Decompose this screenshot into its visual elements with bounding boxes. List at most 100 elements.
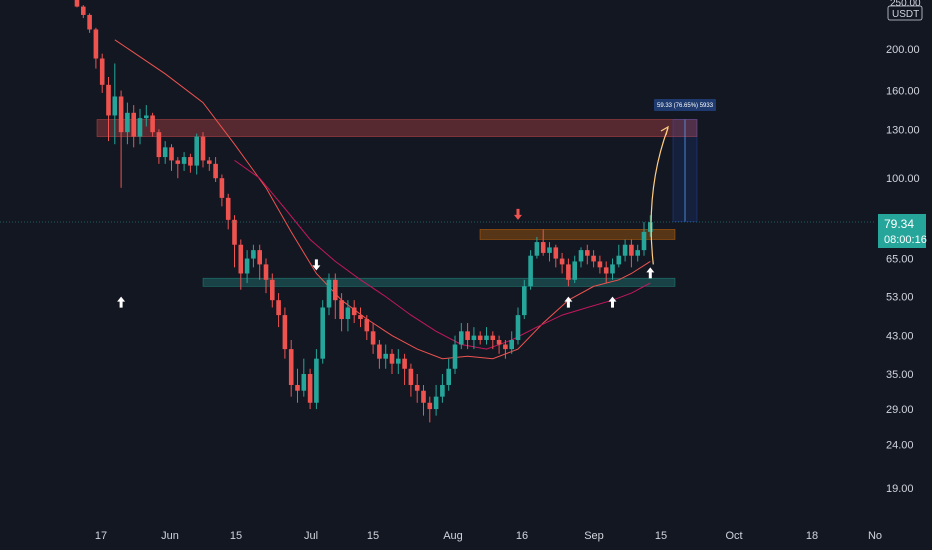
candle-body: [307, 374, 313, 403]
candle-body: [591, 255, 596, 262]
candle: [345, 300, 351, 332]
candle: [301, 358, 307, 397]
candle-body: [597, 261, 603, 268]
candle: [219, 174, 225, 207]
candle-body: [333, 279, 338, 301]
candle-body: [257, 250, 262, 265]
candle: [131, 105, 136, 148]
x-tick-label: 17: [95, 530, 107, 542]
candle-body: [263, 264, 269, 280]
candle-body: [232, 219, 237, 245]
candle-body: [351, 307, 357, 316]
candle-body: [112, 96, 118, 116]
candle: [162, 141, 168, 164]
candle-body: [471, 335, 477, 341]
arrow-shape: [564, 296, 573, 308]
candle: [641, 222, 647, 256]
candle-body: [515, 315, 521, 341]
candle-body: [477, 335, 483, 341]
candle: [559, 252, 565, 274]
candle: [200, 132, 206, 168]
candle: [156, 129, 162, 164]
candle: [603, 261, 609, 284]
candle: [320, 300, 325, 364]
candle-body: [578, 250, 584, 262]
candle-body: [629, 244, 634, 256]
moving-averages-layer: [114, 39, 651, 360]
candle-body: [452, 344, 458, 369]
candle: [578, 247, 584, 268]
currency-badge: USDT: [887, 5, 923, 21]
candle-body: [414, 384, 420, 391]
candle: [610, 258, 615, 280]
candle-body: [610, 264, 615, 274]
candle-body: [251, 250, 256, 259]
candle-body: [207, 160, 212, 164]
candle: [389, 349, 395, 375]
candle: [175, 157, 181, 179]
candle: [358, 307, 363, 328]
y-tick-label: 160.00: [886, 86, 920, 98]
y-tick-label: 35.00: [886, 369, 914, 381]
candle-body: [194, 136, 199, 166]
candle-body: [559, 258, 565, 265]
candle-body: [339, 300, 344, 320]
candle: [188, 153, 193, 173]
y-axis[interactable]: 200.00 160.00 130.00 100.00 65.00 53.00 43.00 3…: [886, 44, 920, 495]
candle: [515, 307, 521, 345]
y-tick-label: 200.00: [886, 44, 920, 56]
candle: [238, 239, 244, 290]
candle: [484, 327, 489, 345]
candle-body: [320, 307, 325, 359]
candle: [288, 340, 294, 397]
x-tick-label: Aug: [443, 530, 463, 542]
candle: [370, 323, 376, 354]
x-tick-label: 15: [230, 530, 242, 542]
candle-body: [503, 344, 508, 350]
arrow-shape: [117, 296, 126, 308]
candle-body: [156, 132, 162, 158]
candle-body: [150, 115, 155, 133]
candle: [585, 244, 590, 265]
candle-body: [427, 402, 433, 410]
candle-body: [528, 255, 533, 287]
candle: [181, 152, 187, 171]
y-tick-label: 65.00: [886, 254, 914, 266]
candle-body: [181, 157, 187, 164]
candle: [125, 102, 130, 145]
candle-body: [540, 242, 546, 253]
price-badge: 79.34 08:00:16: [878, 214, 927, 248]
y-tick-label: 43.00: [886, 331, 914, 343]
ma-fast-line: [114, 39, 651, 360]
candle: [408, 363, 414, 397]
candle-body: [377, 344, 382, 359]
candle: [225, 193, 231, 230]
candle: [433, 384, 439, 416]
y-tick-label: 24.00: [886, 439, 914, 451]
candle-body: [295, 384, 300, 391]
candle: [547, 242, 552, 262]
candle-body: [622, 244, 628, 256]
candle-body: [585, 250, 590, 256]
top-price-label: 250.00: [890, 0, 921, 9]
candle: [396, 349, 401, 375]
candle-body: [465, 331, 470, 341]
candle-body: [74, 0, 80, 7]
arrow-up-icon: [117, 296, 126, 308]
candle-body: [496, 340, 502, 345]
x-tick-label: 18: [806, 530, 818, 542]
candle: [452, 335, 458, 375]
candle: [459, 323, 464, 350]
ma-slow-line: [234, 159, 651, 350]
y-tick-label: 53.00: [886, 292, 914, 304]
candle-body: [433, 396, 439, 410]
candle-body: [87, 14, 92, 30]
candle: [169, 144, 174, 171]
candle: [528, 250, 533, 290]
candle-body: [131, 112, 136, 137]
candle: [629, 239, 634, 268]
zones-layer: [96, 119, 698, 287]
x-axis[interactable]: 17 Jun 15 Jul 15 Aug 16 Sep 15 Oct 18 No: [95, 530, 882, 542]
